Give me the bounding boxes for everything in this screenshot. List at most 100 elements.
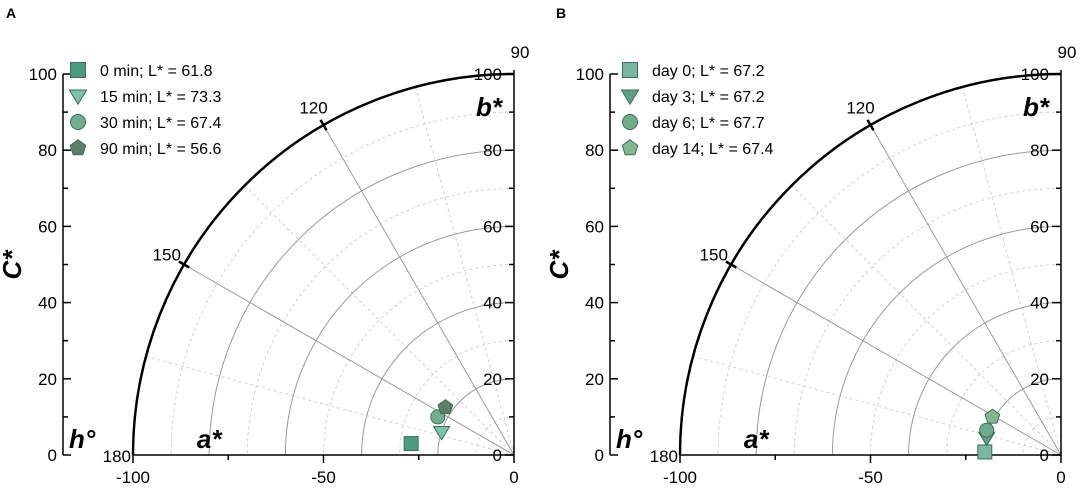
b-axis-tick-label: 80	[483, 141, 502, 160]
angle-tick	[866, 119, 875, 131]
c-axis-tick-label: 40	[38, 294, 57, 313]
outer-arc	[131, 72, 515, 456]
minor-grid-arc	[946, 340, 1062, 456]
major-grid-arc	[437, 378, 515, 456]
panel-b: 90120150180020406080100-100-500020406080…	[544, 5, 1076, 487]
c-axis-tick-label: 20	[38, 370, 57, 389]
a-axis-tick-label: -50	[858, 468, 883, 487]
b-axis-tick-label: 20	[483, 370, 502, 389]
legend-marker	[620, 89, 640, 106]
angle-tick	[178, 260, 190, 269]
data-point	[984, 408, 1001, 424]
legend-label: 0 min; L* = 61.8	[100, 63, 213, 80]
angle-axis-title: h°	[69, 424, 96, 454]
angle-tick-label: 120	[846, 99, 874, 118]
legend-label: day 6; L* = 67.7	[652, 115, 765, 132]
legend-label: day 14; L* = 67.4	[652, 141, 774, 158]
a-axis-tick-label: 0	[509, 468, 518, 487]
angle-tick-label: 90	[511, 43, 530, 62]
angle-tick	[725, 260, 737, 269]
c-axis-title: C*	[0, 249, 27, 280]
b-axis-title: b*	[476, 92, 504, 122]
a-axis-tick-label: -100	[116, 468, 150, 487]
data-point	[403, 436, 419, 452]
c-axis-tick-label: 80	[585, 141, 604, 160]
c-axis-tick-label: 0	[595, 446, 604, 465]
c-axis-tick-label: 0	[48, 446, 57, 465]
major-grid-arc	[361, 302, 515, 456]
a-axis-tick-label: -100	[663, 468, 697, 487]
legend-label: 15 min; L* = 73.3	[100, 89, 222, 106]
legend-marker	[68, 89, 88, 106]
major-grid-arc	[208, 149, 515, 456]
legend-marker	[621, 139, 639, 156]
angle-axis-title: h°	[616, 424, 643, 454]
minor-grid-arc	[717, 111, 1062, 456]
major-grid-spoke	[323, 124, 515, 456]
legend-label: 30 min; L* = 67.4	[100, 115, 222, 132]
c-axis-tick-label: 60	[38, 217, 57, 236]
minor-grid-arc	[170, 111, 515, 456]
legend-marker	[622, 62, 638, 78]
data-point	[432, 426, 451, 441]
angle-tick-label: 180	[103, 447, 131, 466]
legend-marker	[70, 114, 86, 130]
c-axis-tick-label: 20	[585, 370, 604, 389]
b-axis-title: b*	[1023, 92, 1051, 122]
major-grid-arc	[831, 225, 1062, 456]
c-axis-title: C*	[544, 249, 574, 280]
legend-label: 90 min; L* = 56.6	[100, 141, 222, 158]
outer-arc	[678, 72, 1062, 456]
major-grid-arc	[908, 302, 1062, 456]
minor-grid-arc	[323, 264, 515, 456]
c-axis-tick-label: 100	[576, 65, 604, 84]
c-axis-tick-label: 80	[38, 141, 57, 160]
c-axis-tick-label: 100	[29, 65, 57, 84]
panel-letter: B	[556, 5, 566, 21]
minor-grid-arc	[246, 187, 515, 456]
minor-grid-spoke	[791, 185, 1062, 456]
data-point	[437, 399, 454, 415]
angle-tick-label: 150	[700, 246, 728, 265]
major-grid-arc	[755, 149, 1062, 456]
b-axis-tick-label: 40	[1030, 294, 1049, 313]
minor-grid-arc	[870, 264, 1062, 456]
minor-grid-arc	[1022, 416, 1062, 456]
angle-tick-label: 120	[299, 99, 327, 118]
minor-grid-arc	[793, 187, 1062, 456]
b-axis-tick-label: 80	[1030, 141, 1049, 160]
major-grid-spoke	[183, 264, 515, 456]
minor-grid-arc	[475, 416, 515, 456]
angle-tick-label: 150	[153, 246, 181, 265]
c-axis-tick-label: 40	[585, 294, 604, 313]
a-axis-tick-label: 0	[1056, 468, 1065, 487]
panel-a: 90120150180020406080100-100-500020406080…	[0, 5, 529, 487]
b-axis-tick-label: 60	[1030, 217, 1049, 236]
major-grid-spoke	[870, 124, 1062, 456]
b-axis-tick-label: 20	[1030, 370, 1049, 389]
c-axis-tick-label: 60	[585, 217, 604, 236]
data-point	[979, 422, 995, 438]
angle-tick-label: 90	[1058, 43, 1077, 62]
legend-marker	[69, 139, 87, 156]
angle-tick-label: 180	[650, 447, 678, 466]
panel-letter: A	[6, 5, 16, 21]
legend-label: day 0; L* = 67.2	[652, 63, 765, 80]
data-point	[977, 444, 993, 460]
b-axis-tick-label: 100	[1021, 65, 1049, 84]
angle-tick	[319, 119, 328, 131]
a-axis-title: a*	[744, 424, 770, 454]
major-grid-arc	[284, 225, 515, 456]
b-axis-tick-label: 60	[483, 217, 502, 236]
a-axis-tick-label: -50	[311, 468, 336, 487]
minor-grid-arc	[399, 340, 515, 456]
major-grid-spoke	[730, 264, 1062, 456]
legend-marker	[70, 62, 86, 78]
b-axis-tick-label: 100	[474, 65, 502, 84]
b-axis-tick-label: 40	[483, 294, 502, 313]
legend-marker	[622, 114, 638, 130]
legend-label: day 3; L* = 67.2	[652, 89, 765, 106]
minor-grid-spoke	[244, 185, 515, 456]
a-axis-title: a*	[197, 424, 223, 454]
